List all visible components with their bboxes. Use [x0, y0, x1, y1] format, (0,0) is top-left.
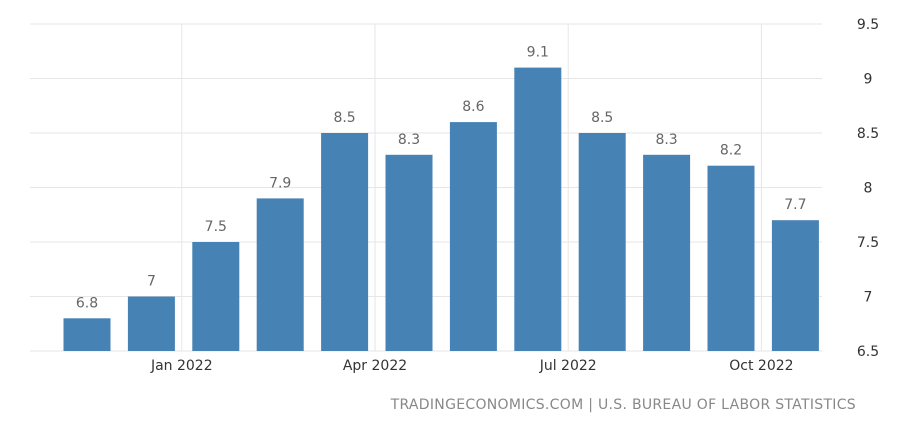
x-tick-label: Jul 2022 [539, 358, 597, 374]
y-tick-label: 9.5 [857, 17, 879, 33]
bar [321, 133, 369, 351]
y-tick-label: 8.5 [857, 126, 879, 142]
y-tick-label: 8 [864, 181, 873, 197]
x-tick-label: Apr 2022 [343, 358, 407, 374]
source-attribution: TRADINGECONOMICS.COM | U.S. BUREAU OF LA… [390, 397, 856, 413]
bar-value-label: 7.7 [784, 197, 806, 213]
x-tick-label: Oct 2022 [729, 358, 793, 374]
bar [643, 154, 691, 351]
bar-value-label: 8.3 [655, 132, 677, 148]
bars [63, 67, 819, 351]
y-axis-ticks: 6.5 7 7.5 8 8.5 9 9.5 [857, 17, 879, 360]
bar [578, 133, 626, 351]
bar [385, 154, 433, 351]
bar-value-label: 7.5 [205, 219, 227, 235]
y-tick-label: 7 [864, 290, 873, 306]
x-axis-ticks: Jan 2022 Apr 2022 Jul 2022 Oct 2022 [150, 358, 794, 374]
bar [127, 296, 175, 351]
bar [63, 318, 111, 351]
bar-value-label: 7.9 [269, 175, 291, 191]
y-tick-label: 6.5 [857, 344, 879, 360]
bar [514, 67, 562, 351]
bar-value-label: 8.5 [591, 110, 613, 126]
bar [771, 220, 819, 351]
y-tick-label: 9 [864, 72, 873, 88]
bar-value-label: 6.8 [76, 295, 98, 311]
bar-labels: 6.8 7 7.5 7.9 8.5 8.3 8.6 9.1 8.5 8.3 8.2 7.7 [76, 45, 807, 312]
bar-value-label: 7 [147, 274, 156, 290]
bar [449, 122, 497, 351]
bar [707, 165, 755, 351]
bar-value-label: 8.6 [462, 99, 484, 115]
bar-value-label: 8.2 [720, 143, 742, 159]
bar [256, 198, 304, 351]
bar-value-label: 8.5 [333, 110, 355, 126]
bar [192, 242, 240, 351]
bar-value-label: 8.3 [398, 132, 420, 148]
bar-value-label: 9.1 [527, 45, 549, 61]
x-tick-label: Jan 2022 [150, 358, 213, 374]
y-tick-label: 7.5 [857, 235, 879, 251]
